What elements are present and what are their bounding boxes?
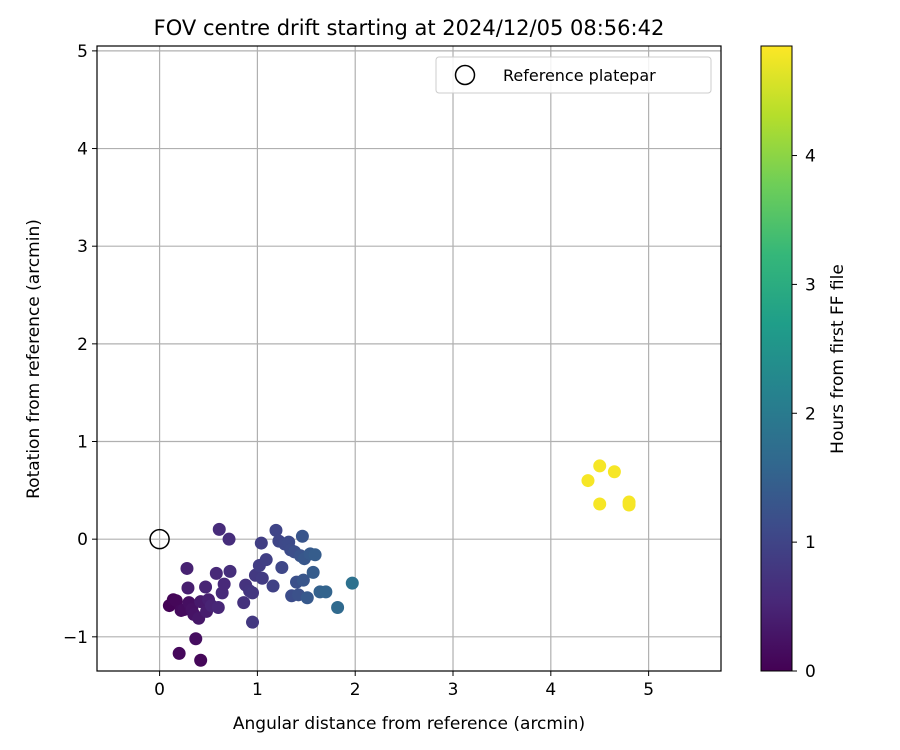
data-point bbox=[254, 536, 268, 550]
legend-marker-icon bbox=[454, 64, 476, 86]
data-point bbox=[593, 459, 607, 473]
data-point bbox=[319, 585, 333, 599]
legend-box bbox=[435, 56, 712, 94]
legend-label: Reference platepar bbox=[503, 66, 656, 85]
plot-frame bbox=[96, 45, 722, 672]
data-point bbox=[295, 529, 309, 543]
data-point bbox=[237, 596, 251, 610]
x-axis-ticks: 0 1 2 3 4 5 bbox=[154, 671, 654, 700]
data-point bbox=[169, 594, 183, 608]
colorbar-gradient bbox=[760, 45, 793, 672]
colorbar-tick-label: 2 bbox=[805, 404, 816, 424]
colorbar-label: Hours from first FF file bbox=[828, 264, 848, 454]
y-tick-label: 4 bbox=[77, 140, 88, 160]
data-point bbox=[189, 632, 203, 646]
colorbar-tick-label: 3 bbox=[805, 275, 816, 295]
data-point bbox=[306, 565, 320, 579]
x-tick-label: 3 bbox=[448, 680, 459, 700]
y-tick-label: 3 bbox=[77, 237, 88, 257]
y-axis-ticks: −1 0 1 2 3 4 5 bbox=[63, 42, 97, 648]
plot-background bbox=[97, 46, 721, 671]
data-point bbox=[217, 577, 231, 591]
colorbar-tick-label: 1 bbox=[805, 533, 816, 553]
data-point bbox=[300, 591, 314, 605]
y-tick-label: 2 bbox=[77, 335, 88, 355]
y-tick-label: −1 bbox=[63, 628, 88, 648]
y-tick-label: 1 bbox=[77, 433, 88, 453]
data-point bbox=[331, 601, 345, 615]
data-point bbox=[209, 566, 223, 580]
data-point bbox=[246, 615, 260, 629]
data-point bbox=[172, 646, 186, 660]
legend: Reference platepar bbox=[435, 56, 712, 94]
x-tick-label: 4 bbox=[545, 680, 556, 700]
data-point bbox=[181, 581, 195, 595]
data-point bbox=[212, 522, 226, 536]
data-point bbox=[269, 523, 283, 537]
reference-platepar-marker bbox=[149, 528, 170, 550]
colorbar-tick-label: 0 bbox=[805, 662, 816, 682]
x-tick-label: 5 bbox=[643, 680, 654, 700]
data-point bbox=[308, 548, 322, 562]
data-point bbox=[593, 497, 607, 511]
data-point bbox=[211, 601, 225, 615]
x-axis-label: Angular distance from reference (arcmin) bbox=[233, 714, 585, 734]
data-point bbox=[255, 571, 269, 585]
y-tick-label: 0 bbox=[77, 530, 88, 550]
colorbar: 0 1 2 3 4 Hours from first FF file bbox=[760, 45, 848, 682]
data-point bbox=[259, 553, 273, 567]
data-point bbox=[581, 474, 595, 488]
y-axis-label: Rotation from reference (arcmin) bbox=[24, 219, 44, 499]
x-tick-label: 1 bbox=[252, 680, 263, 700]
data-point bbox=[266, 579, 280, 593]
data-point bbox=[296, 573, 310, 587]
chart-title: FOV centre drift starting at 2024/12/05 … bbox=[154, 16, 665, 40]
y-tick-label: 5 bbox=[77, 42, 88, 62]
data-point bbox=[246, 586, 260, 600]
data-point bbox=[275, 560, 289, 574]
colorbar-tick-label: 4 bbox=[805, 147, 816, 167]
data-point bbox=[622, 498, 636, 512]
data-point bbox=[199, 580, 213, 594]
data-point bbox=[223, 564, 237, 578]
plot-area bbox=[96, 45, 722, 672]
grid bbox=[97, 46, 721, 671]
x-tick-label: 0 bbox=[154, 680, 165, 700]
data-point bbox=[607, 465, 621, 479]
data-point bbox=[180, 561, 194, 575]
x-tick-label: 2 bbox=[350, 680, 361, 700]
data-points bbox=[162, 459, 636, 667]
data-point bbox=[222, 532, 236, 546]
data-point bbox=[345, 576, 359, 590]
colorbar-ticks: 0 1 2 3 4 bbox=[792, 147, 816, 682]
data-point bbox=[194, 653, 208, 667]
